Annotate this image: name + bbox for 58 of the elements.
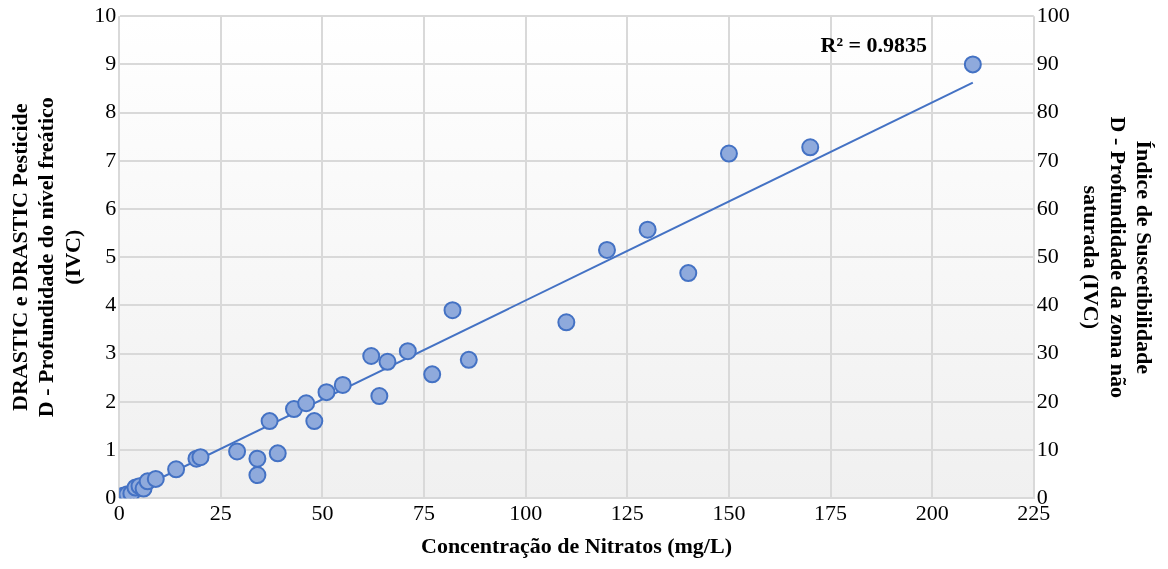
point — [191, 448, 210, 467]
x-tick-label: 75 — [413, 500, 436, 526]
point — [719, 144, 738, 163]
y2-tick-label: 100 — [1036, 1, 1070, 27]
y-tick-label: 2 — [105, 387, 117, 413]
x-tick-label: 50 — [311, 500, 334, 526]
y2-tick-label: 50 — [1036, 242, 1059, 268]
x-axis-title: Concentração de Nitratos (mg/L) — [421, 533, 732, 559]
point — [228, 442, 247, 461]
y2-tick-label: 20 — [1036, 387, 1059, 413]
point — [248, 449, 267, 468]
point — [362, 347, 381, 366]
y2-tick-label: 60 — [1036, 194, 1059, 220]
y2-tick-label: 70 — [1036, 146, 1059, 172]
point — [146, 469, 165, 488]
x-tick-label: 100 — [509, 500, 543, 526]
annotation: R² = 0.9835 — [820, 31, 928, 57]
point — [423, 365, 442, 384]
point — [333, 375, 352, 394]
y2-tick-label: 30 — [1036, 339, 1059, 365]
x-tick-label: 150 — [712, 500, 746, 526]
x-tick-label: 25 — [209, 500, 232, 526]
point — [260, 412, 279, 431]
x-tick-label: 125 — [610, 500, 644, 526]
y-tick-label: 8 — [105, 98, 117, 124]
point — [638, 220, 657, 239]
x-tick-label: 175 — [814, 500, 848, 526]
point — [801, 138, 820, 157]
y-tick-label: 7 — [105, 146, 117, 172]
point — [305, 412, 324, 431]
y-tick-label: 4 — [105, 291, 117, 317]
y-tick-label: 3 — [105, 339, 117, 365]
y-axis-title: DRASTIC e DRASTIC Pesticide D - Profundidade do nível freático (IVC) — [6, 97, 85, 418]
point — [459, 350, 478, 369]
point — [268, 444, 287, 463]
y-tick-label: 6 — [105, 194, 117, 220]
y-tick-label: 5 — [105, 242, 117, 268]
point — [317, 383, 336, 402]
y2-tick-label: 10 — [1036, 435, 1059, 461]
point — [679, 264, 698, 283]
y2-tick-label: 40 — [1036, 291, 1059, 317]
y2-tick-label: 80 — [1036, 98, 1059, 124]
point — [443, 301, 462, 320]
y-tick-label: 9 — [105, 50, 117, 76]
point — [398, 342, 417, 361]
point — [167, 460, 186, 479]
point — [378, 352, 397, 371]
point — [370, 387, 389, 406]
y2-axis-title: Índice de Suscetibilidade D - Profundidade da zona não saturada (IVC) — [1079, 116, 1158, 398]
y2-tick-label: 90 — [1036, 50, 1059, 76]
point — [297, 394, 316, 413]
y-tick-label: 1 — [105, 435, 117, 461]
point — [557, 313, 576, 332]
x-tick-label: 200 — [915, 500, 949, 526]
point — [963, 55, 982, 74]
point — [597, 240, 616, 259]
y-tick-label: 10 — [94, 1, 117, 27]
point — [248, 466, 267, 485]
